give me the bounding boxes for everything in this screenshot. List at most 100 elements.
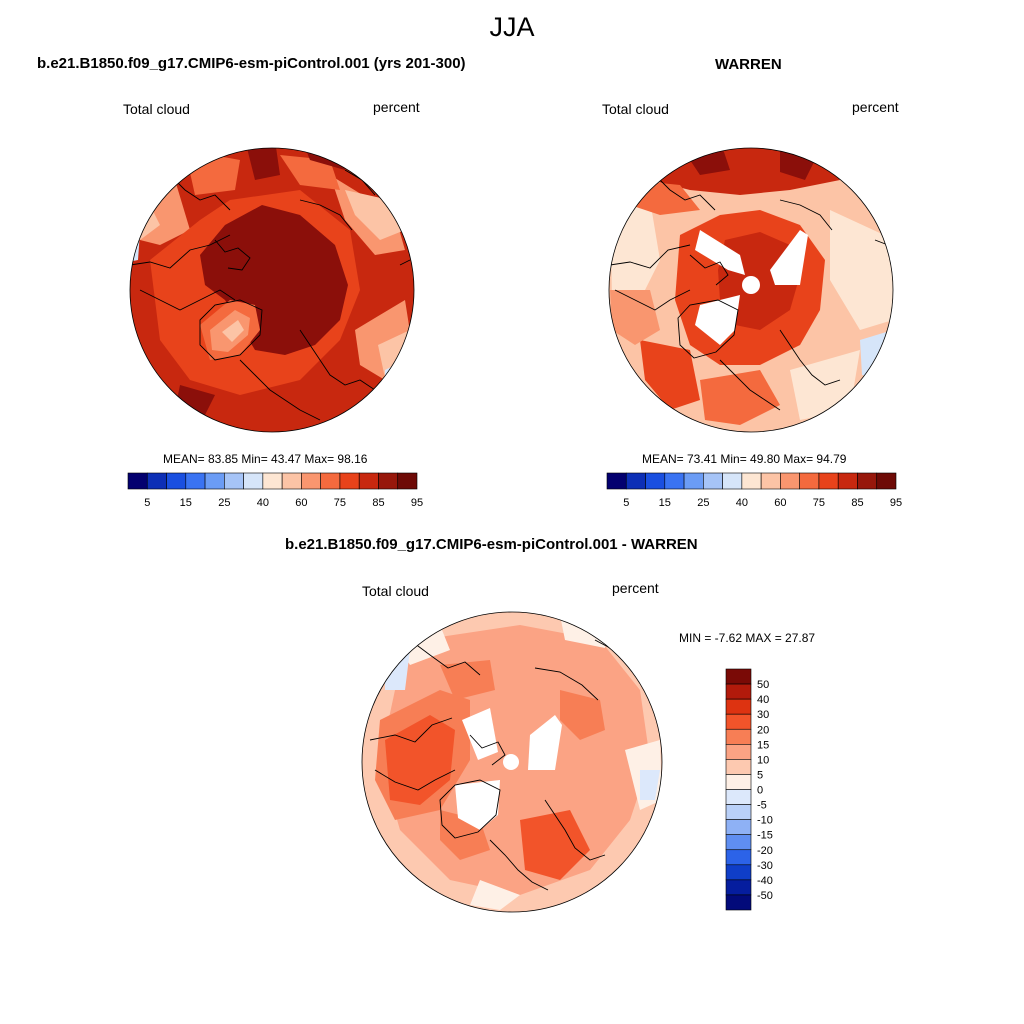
colorbar-tick-label: 95 [890, 497, 902, 509]
colorbar-swatch [166, 472, 187, 490]
colorbar-tick-label: 40 [257, 497, 269, 509]
colorbar-tick-label: 75 [334, 497, 346, 509]
colorbar-swatch [358, 472, 379, 490]
colorbar-warren: 5 15 25 40 60 75 85 95 [606, 472, 902, 509]
map-warren [609, 148, 893, 432]
colorbar-swatch [683, 472, 704, 490]
colorbar-tick-label: 60 [295, 497, 307, 509]
colorbar-swatch [725, 698, 752, 715]
colorbar-swatch [760, 472, 781, 490]
colorbar-tick-label: 40 [736, 497, 748, 509]
panel-control-stats: MEAN= 83.85 Min= 43.47 Max= 98.16 [163, 452, 368, 466]
colorbar-swatch [780, 472, 800, 490]
map-difference-border [361, 611, 663, 913]
colorbar-tick-label: 60 [774, 497, 786, 509]
figure-title: JJA [489, 12, 535, 42]
map-difference [362, 612, 662, 912]
colorbar-tick-label: 5 [757, 769, 763, 781]
colorbar-tick-label: -40 [757, 875, 773, 887]
colorbar-swatch [339, 472, 360, 490]
colorbar-swatch [725, 789, 752, 805]
colorbar-swatch [725, 774, 752, 790]
panel-difference-units: percent [612, 580, 659, 596]
colorbar-tick-label: 85 [372, 497, 384, 509]
map-warren-border [608, 147, 894, 433]
colorbar-swatch [725, 819, 752, 835]
panel-control-variable: Total cloud [123, 101, 190, 117]
panel-control-heading: b.e21.B1850.f09_g17.CMIP6-esm-piControl.… [37, 55, 466, 72]
colorbar-tick-label: -30 [757, 860, 773, 872]
colorbar-swatch [725, 668, 752, 685]
colorbar-swatch [243, 472, 264, 490]
panel-difference-variable: Total cloud [362, 583, 429, 599]
colorbar-swatch [262, 472, 283, 490]
colorbar-swatch [725, 728, 752, 745]
colorbar-swatch [397, 472, 418, 490]
colorbar-swatch [725, 894, 752, 911]
colorbar-swatch [703, 472, 723, 490]
colorbar-swatch [606, 472, 627, 490]
colorbar-tick-label: 85 [851, 497, 863, 509]
colorbar-swatch [876, 472, 897, 490]
map-control-border [129, 147, 415, 433]
colorbar-tick-label: 75 [813, 497, 825, 509]
colorbar-swatch [725, 864, 752, 881]
colorbar-swatch [799, 472, 820, 490]
map-control [130, 148, 414, 432]
colorbar-tick-label: -5 [757, 800, 767, 812]
colorbar-tick-label: 15 [757, 739, 769, 751]
colorbar-swatch [146, 472, 167, 490]
colorbar-swatch [224, 472, 244, 490]
colorbar-tick-label: 40 [757, 694, 769, 706]
colorbar-swatch [281, 472, 302, 490]
colorbar-swatch [725, 744, 752, 760]
colorbar-swatch [625, 472, 646, 490]
colorbar-swatch [837, 472, 858, 490]
colorbar-tick-label: 5 [623, 497, 629, 509]
panel-difference-heading: b.e21.B1850.f09_g17.CMIP6-esm-piControl.… [285, 536, 698, 553]
colorbar-swatch [857, 472, 878, 490]
colorbar-control: 5 15 25 40 60 75 85 95 [127, 472, 423, 509]
colorbar-swatch [301, 472, 321, 490]
panel-warren-units: percent [852, 99, 899, 115]
panel-warren-heading: WARREN [715, 56, 782, 73]
colorbar-swatch [725, 804, 752, 820]
colorbar-tick-label: 15 [659, 497, 671, 509]
colorbar-swatch [204, 472, 225, 490]
colorbar-swatch [725, 879, 752, 896]
colorbar-tick-label: 95 [411, 497, 423, 509]
colorbar-swatch [725, 849, 752, 866]
colorbar-tick-label: -15 [757, 830, 773, 842]
colorbar-swatch [185, 472, 206, 490]
colorbar-swatch [378, 472, 399, 490]
panel-control-units: percent [373, 99, 420, 115]
colorbar-tick-label: -20 [757, 845, 773, 857]
colorbar-swatch [722, 472, 743, 490]
colorbar-swatch [818, 472, 839, 490]
colorbar-swatch [725, 713, 752, 730]
colorbar-tick-label: 25 [218, 497, 230, 509]
colorbar-swatch [320, 472, 341, 490]
colorbar-tick-label: 5 [144, 497, 150, 509]
colorbar-swatch [127, 472, 148, 490]
colorbar-tick-label: 20 [757, 724, 769, 736]
colorbar-tick-label: -50 [757, 890, 773, 902]
colorbar-tick-label: 0 [757, 785, 763, 797]
colorbar-tick-label: 30 [757, 709, 769, 721]
colorbar-swatch [725, 683, 752, 700]
colorbar-tick-label: 50 [757, 679, 769, 691]
colorbar-swatch [664, 472, 685, 490]
colorbar-swatch [725, 759, 752, 775]
colorbar-tick-label: -10 [757, 815, 773, 827]
panel-difference-stats: MIN = -7.62 MAX = 27.87 [679, 631, 816, 645]
colorbar-swatch [741, 472, 762, 490]
colorbar-tick-label: 15 [180, 497, 192, 509]
panel-warren-variable: Total cloud [602, 101, 669, 117]
panel-warren-stats: MEAN= 73.41 Min= 49.80 Max= 94.79 [642, 452, 847, 466]
colorbar-tick-label: 25 [697, 497, 709, 509]
colorbar-swatch [725, 834, 752, 851]
colorbar-swatch [645, 472, 666, 490]
colorbar-tick-label: 10 [757, 754, 769, 766]
